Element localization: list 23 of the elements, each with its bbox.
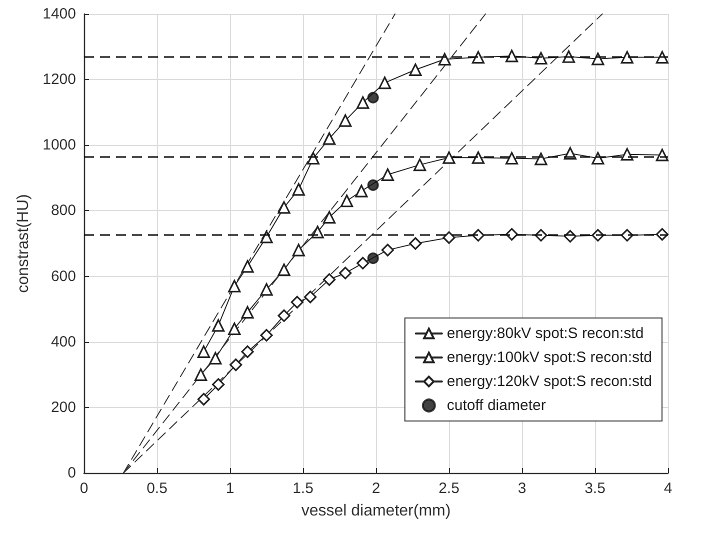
y-axis-title: constrast(HU) [15, 194, 32, 293]
y-tick-label: 600 [50, 268, 76, 285]
y-tick-label: 400 [50, 333, 76, 350]
x-tick-label: 2 [372, 480, 380, 497]
y-tick-label: 1200 [42, 71, 76, 88]
x-tick-label: 3.5 [584, 480, 606, 497]
y-tick-label: 1400 [42, 6, 76, 22]
legend-label: energy:100kV spot:S recon:std [446, 349, 652, 366]
x-tick-label: 4 [664, 480, 672, 497]
y-tick-label: 1000 [42, 136, 76, 154]
x-tick-label: 1 [226, 480, 234, 497]
x-tick-label: 3 [518, 480, 526, 497]
x-tick-label: 1.5 [292, 480, 314, 497]
legend-label: cutoff diameter [446, 397, 546, 414]
y-tick-label: 200 [50, 398, 76, 416]
x-tick-label: 2.5 [438, 480, 460, 497]
x-axis-title: vessel diameter(mm) [301, 502, 451, 520]
y-tick-label: 0 [68, 464, 76, 482]
x-tick-label: 0.5 [146, 480, 168, 497]
y-tick-label: 800 [50, 202, 76, 220]
legend-label: energy:80kV spot:S recon:std [446, 325, 644, 342]
x-tick-label: 0 [80, 480, 88, 497]
legend-label: energy:120kV spot:S recon:std [446, 373, 652, 390]
